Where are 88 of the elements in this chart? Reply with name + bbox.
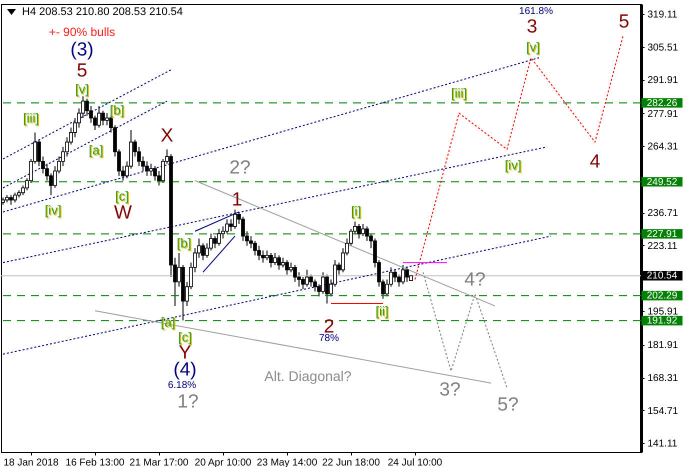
candlestick [401, 264, 405, 285]
annotation: 1? [177, 392, 199, 412]
annotation: X [160, 126, 174, 146]
y-tick-label: 305.51 [648, 42, 679, 54]
chart-title: H4 208.53 210.80 208.53 210.54 [22, 6, 183, 18]
annotation: [iv] [44, 202, 62, 218]
candlestick [309, 274, 313, 288]
candlestick [9, 194, 13, 206]
annotation: [a] [160, 314, 176, 330]
ref-line-label: 191.92 [646, 316, 678, 327]
y-tick-label: 181.91 [648, 340, 679, 352]
annotation: 5 [76, 60, 88, 82]
candlestick [105, 112, 109, 126]
annotation: 4 [590, 152, 600, 172]
candlestick [241, 216, 245, 242]
annotation: [iv] [504, 158, 522, 172]
annotation: [i] [350, 204, 362, 218]
candlestick [305, 269, 309, 288]
annotation: 5? [497, 394, 519, 416]
annotation: W [114, 202, 132, 224]
candlestick [321, 272, 325, 294]
annotation: [v] [75, 82, 89, 96]
annotation: 6.18% [168, 380, 196, 391]
annotation: [c] [115, 188, 129, 204]
y-tick-label: 195.91 [648, 306, 679, 318]
candlestick [405, 266, 409, 282]
candlestick [233, 209, 237, 230]
annotation: (3) [70, 40, 94, 60]
y-tick-label: 319.11 [648, 10, 678, 21]
candlestick [145, 160, 149, 176]
ref-line-label: 210.54 [646, 270, 678, 282]
candlestick [265, 250, 269, 261]
x-tick-label: 22 Jun 18:00 [322, 458, 380, 467]
y-tick-label: 223.11 [648, 240, 678, 252]
candlestick [293, 264, 297, 282]
candlestick [97, 105, 101, 128]
annotation: 161.8% [519, 6, 553, 17]
y-tick-label: 154.71 [648, 406, 679, 417]
annotation: 4? [464, 270, 486, 290]
candlestick [393, 269, 397, 282]
candlestick [277, 254, 281, 270]
candlestick [253, 240, 257, 256]
y-tick-label: 141.11 [648, 438, 678, 450]
annotation: 3 [526, 16, 538, 38]
x-tick-label: 18 Jan 2018 [3, 458, 59, 467]
candlestick [213, 236, 217, 249]
annotation: [b] [176, 236, 192, 250]
y-tick-label: 236.71 [648, 208, 679, 220]
candlestick [201, 242, 205, 261]
annotation: [ii] [376, 304, 388, 318]
ref-line-label: 249.52 [646, 176, 678, 188]
candlestick [225, 218, 229, 234]
candlestick [101, 110, 105, 126]
annotation: 2? [229, 158, 251, 178]
candlestick [257, 245, 261, 261]
annotation: +- 90% bulls [48, 25, 116, 39]
annotation: 3? [439, 380, 461, 400]
candlestick [13, 192, 17, 203]
annotation: [iii] [23, 110, 39, 126]
candlestick [269, 252, 273, 268]
ref-line-label: 227.91 [646, 228, 678, 240]
y-tick-label: 277.91 [648, 108, 679, 120]
candlestick [361, 224, 365, 237]
candlestick [281, 257, 285, 268]
annotation: [c] [178, 330, 192, 344]
candlestick [273, 252, 277, 266]
annotation: 5 [618, 12, 630, 32]
x-tick-label: 21 Mar 17:00 [130, 458, 189, 467]
candlestick [285, 260, 289, 276]
x-tick-label: 24 Jul 10:00 [388, 458, 443, 467]
y-tick-label: 291.91 [648, 75, 679, 86]
annotation: [v] [526, 40, 540, 54]
ref-line-label: 282.26 [646, 98, 678, 109]
candlestick [217, 228, 221, 246]
annotation: Alt. Diagonal? [264, 368, 352, 384]
candlestick [149, 163, 153, 176]
ref-line-label: 202.29 [646, 290, 678, 302]
x-tick-label: 16 Feb 13:00 [66, 458, 125, 467]
candlestick [325, 274, 329, 304]
annotation: [b] [110, 102, 124, 118]
y-tick-label: 264.31 [648, 142, 679, 153]
annotation: [iii] [451, 86, 467, 100]
annotation: [a] [88, 142, 104, 158]
y-tick-label: 168.31 [648, 373, 679, 384]
candlestick [357, 224, 361, 239]
annotation: 1 [232, 190, 242, 210]
candlestick [153, 166, 157, 182]
annotation: (4) [173, 360, 197, 380]
